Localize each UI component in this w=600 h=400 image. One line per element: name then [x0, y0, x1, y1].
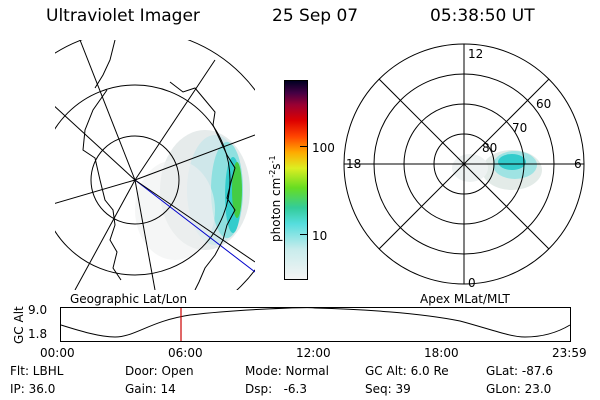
info-glon: GLon: 23.0 — [486, 382, 552, 396]
info-dsp: Dsp: -6.3 — [245, 382, 308, 396]
info-gc-alt: GC Alt: 6.0 Re — [365, 364, 449, 378]
geo-track-lines — [134, 179, 255, 273]
altitude-ytick-low: 1.8 — [28, 327, 48, 341]
colorbar-tick-100: 100 — [312, 141, 335, 155]
polar-lat-80: 80 — [482, 141, 497, 155]
polar-mlt-12: 12 — [468, 47, 483, 61]
info-gain: Gain: 14 — [125, 382, 176, 396]
info-door: Door: Open — [125, 364, 194, 378]
altitude-curve — [60, 307, 571, 338]
geo-panel-label: Geographic Lat/Lon — [70, 292, 188, 306]
geo-coastline-north — [94, 40, 116, 89]
altitude-plot-frame — [60, 307, 571, 342]
altitude-xtick-0000: 00:00 — [40, 346, 75, 360]
info-filter: Flt: LBHL — [10, 364, 64, 378]
geo-meridians — [55, 40, 255, 290]
colorbar — [284, 80, 308, 280]
geo-coastline-east — [169, 81, 236, 290]
altitude-plot — [60, 307, 571, 342]
info-mode: Mode: Normal — [245, 364, 329, 378]
colorbar-tick-mark-10 — [300, 234, 308, 235]
polar-mlt-0: 0 — [468, 276, 476, 290]
polar-panel-label: Apex MLat/MLT — [420, 292, 510, 306]
geo-latitude-circles — [55, 40, 255, 290]
colorbar-tick-10: 10 — [312, 229, 328, 243]
polar-mlt-18: 18 — [346, 157, 361, 171]
time-label: 05:38:50 UT — [430, 6, 535, 26]
info-glat: GLat: -87.6 — [486, 364, 553, 378]
info-ip: IP: 36.0 — [10, 382, 56, 396]
info-seq: Seq: 39 — [365, 382, 411, 396]
polar-mlat-mlt-panel: 12 18 6 0 60 70 80 — [343, 43, 585, 290]
altitude-ytick-high: 9.0 — [28, 303, 48, 317]
colorbar-title: photon cm-2s-1 — [268, 155, 283, 242]
geographic-map-panel — [55, 40, 255, 290]
altitude-xtick-2359: 23:59 — [552, 346, 587, 360]
altitude-ylabel: GC Alt — [12, 306, 26, 344]
altitude-xtick-1200: 12:00 — [296, 346, 331, 360]
polar-aurora-emission — [452, 150, 542, 190]
date-label: 25 Sep 07 — [272, 6, 359, 26]
geo-coastline-west — [82, 89, 122, 281]
polar-mlt-6: 6 — [574, 157, 582, 171]
polar-lat-70: 70 — [512, 121, 527, 135]
polar-lat-60: 60 — [536, 97, 551, 111]
altitude-xtick-1800: 18:00 — [424, 346, 459, 360]
altitude-xtick-0600: 06:00 — [168, 346, 203, 360]
instrument-title: Ultraviolet Imager — [46, 6, 200, 26]
colorbar-tick-mark-100 — [300, 146, 308, 147]
geo-aurora-emission — [135, 130, 250, 260]
polar-mlt-lines — [344, 44, 584, 284]
